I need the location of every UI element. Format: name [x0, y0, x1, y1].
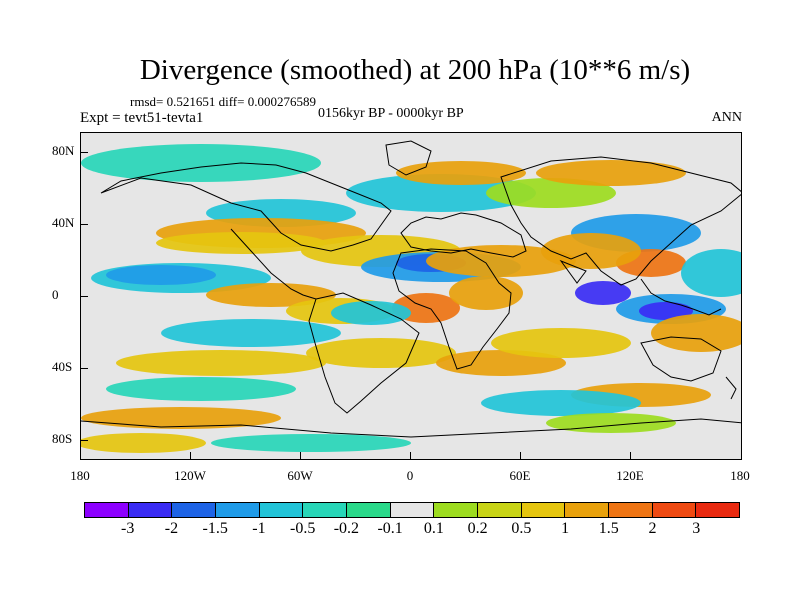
field-region	[426, 245, 576, 277]
colorbar-swatch	[172, 503, 217, 517]
field-region	[396, 161, 526, 185]
lat-label: 0	[52, 287, 59, 302]
field-region	[161, 319, 341, 347]
y-tick	[80, 368, 88, 369]
lat-label: 80N	[52, 143, 75, 158]
colorbar-label: 1	[561, 520, 570, 537]
colorbar-label: 0.5	[511, 520, 532, 537]
colorbar-swatch	[347, 503, 391, 517]
x-tick	[520, 452, 521, 460]
colorbar-label: -3	[121, 520, 135, 537]
field-region	[116, 350, 326, 376]
colorbar-swatch	[216, 503, 260, 517]
colorbar-swatch	[434, 503, 479, 517]
colorbar-label: -0.5	[289, 520, 316, 537]
field-region	[541, 233, 641, 269]
stats-text: rmsd= 0.521651 diff= 0.000276589	[130, 94, 316, 109]
colorbar-swatch	[390, 503, 435, 517]
lat-label: 40N	[52, 215, 75, 230]
field-region	[536, 160, 686, 186]
colorbar-swatch	[565, 503, 610, 517]
y-tick	[80, 440, 88, 441]
x-tick	[300, 452, 301, 460]
colorbar-swatch	[478, 503, 522, 517]
x-tick	[630, 452, 631, 460]
colorbar-label: 0.1	[423, 520, 444, 537]
colorbar-label: 1.5	[598, 520, 619, 537]
field-region	[491, 328, 631, 358]
coastlines	[81, 140, 741, 438]
y-tick	[80, 296, 88, 297]
lon-label: 60W	[287, 468, 313, 483]
colorbar-swatch	[696, 503, 740, 517]
lon-label: 180	[730, 468, 750, 483]
field-region	[639, 302, 693, 320]
colorbar	[84, 502, 740, 518]
colorbar-label: -0.2	[333, 520, 360, 537]
period-label: 0156kyr BP - 0000kyr BP	[318, 106, 464, 121]
colorbar-label: 2	[648, 520, 657, 537]
lon-label: 180	[70, 468, 90, 483]
field-region	[681, 249, 741, 297]
colorbar-swatch	[521, 503, 566, 517]
colorbar-swatch	[609, 503, 653, 517]
colorbar-swatch	[303, 503, 348, 517]
lon-label: 0	[406, 468, 414, 483]
colorbar-label: 0.2	[467, 520, 488, 537]
y-tick	[80, 224, 88, 225]
map-panel	[80, 132, 742, 460]
field-region	[156, 232, 326, 254]
field-region	[306, 338, 456, 368]
lat-label: 40S	[52, 359, 73, 374]
field-region	[106, 265, 216, 285]
field-region	[575, 281, 631, 305]
colorbar-label: -1	[252, 520, 266, 537]
field-region	[651, 314, 741, 352]
field-region	[331, 301, 411, 325]
lon-label: 120E	[616, 468, 644, 483]
field-region	[206, 283, 336, 307]
field-region	[211, 434, 411, 452]
lon-label: 60E	[509, 468, 531, 483]
field-region	[481, 390, 641, 416]
colorbar-label: -1.5	[202, 520, 228, 537]
season-label: ANN	[711, 110, 742, 125]
colorbar-label: -2	[164, 520, 179, 537]
colorbar-swatch	[259, 503, 304, 517]
lat-label: 80S	[52, 431, 73, 446]
colorbar-label: 3	[692, 520, 701, 537]
divergence-field	[81, 144, 741, 453]
x-tick	[190, 452, 191, 460]
x-tick	[410, 452, 411, 460]
field-region	[449, 276, 523, 310]
field-plot	[81, 140, 741, 453]
field-region	[81, 407, 281, 429]
lon-label: 120W	[174, 468, 206, 483]
plot-title: Divergence (smoothed) at 200 hPa (10**6 …	[139, 54, 691, 86]
y-tick	[80, 152, 88, 153]
field-region	[486, 178, 616, 208]
colorbar-swatch	[85, 503, 129, 517]
field-region	[546, 413, 676, 433]
colorbar-label: -0.1	[377, 520, 403, 537]
field-region	[106, 377, 296, 401]
colorbar-swatch	[128, 503, 173, 517]
colorbar-swatch	[652, 503, 697, 517]
experiment-label: Expt = tevt51-tevta1	[80, 110, 204, 126]
field-region	[81, 144, 321, 182]
field-region	[81, 433, 206, 453]
